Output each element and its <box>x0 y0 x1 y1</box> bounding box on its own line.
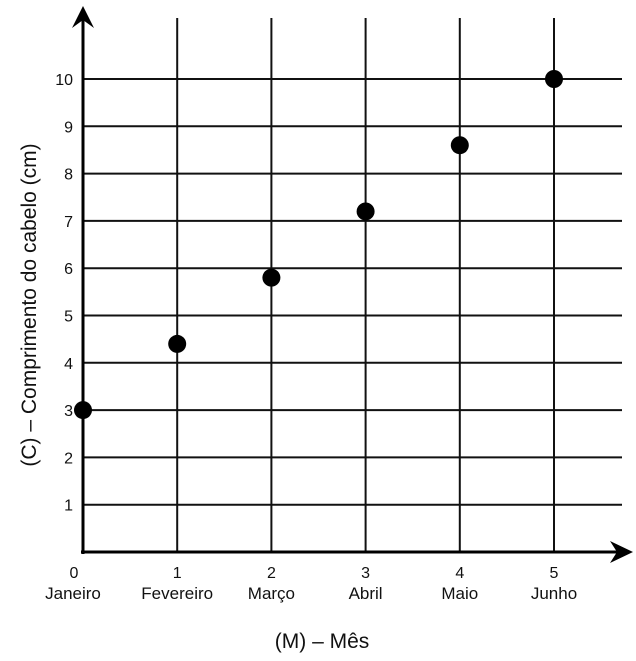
data-point-janeiro <box>74 401 92 420</box>
x-tick-label-2: 2 <box>267 565 276 582</box>
data-point-março <box>262 268 281 287</box>
y-axis-arrow <box>72 6 94 28</box>
x-category-label-6: Junho <box>531 584 577 603</box>
y-tick-label-3: 3 <box>64 403 73 420</box>
y-tick-label-5: 5 <box>64 309 73 326</box>
y-axis-title: (C) – Comprimento do cabelo (cm) <box>18 143 41 466</box>
data-points <box>74 70 563 420</box>
x-category-label-5: Maio <box>441 584 478 603</box>
x-category-label-1: Janeiro <box>45 584 101 603</box>
x-axis-title: (M) – Mês <box>275 630 370 653</box>
y-tick-label-7: 7 <box>64 214 73 231</box>
y-tick-label-10: 10 <box>55 72 73 89</box>
x-category-label-3: Março <box>248 584 295 603</box>
x-tick-label-1: 1 <box>173 565 182 582</box>
grid <box>83 18 622 552</box>
x-tick-label-4: 4 <box>455 565 464 582</box>
y-tick-label-2: 2 <box>64 450 73 467</box>
x-axis-arrow <box>610 541 633 563</box>
x-tick-label-5: 5 <box>550 565 559 582</box>
tick-labels: 1 2 3 4 5 6 7 8 9 10 0 Janeiro 1 Fevereiro 2 Março 3 Abri… <box>45 72 577 603</box>
data-point-abril <box>356 202 375 221</box>
axes <box>72 6 633 563</box>
y-tick-label-8: 8 <box>64 167 73 184</box>
x-tick-label-3: 3 <box>361 565 370 582</box>
y-tick-label-6: 6 <box>64 261 73 278</box>
y-tick-label-4: 4 <box>64 356 73 373</box>
data-point-fevereiro <box>168 334 187 353</box>
data-point-junho <box>545 70 563 88</box>
y-tick-label-1: 1 <box>64 498 73 515</box>
y-tick-label-9: 9 <box>64 119 73 136</box>
data-point-maio <box>450 136 469 155</box>
x-category-label-4: Abril <box>349 584 383 603</box>
x-tick-label-0: 0 <box>70 565 79 582</box>
x-category-label-2: Fevereiro <box>141 584 213 603</box>
